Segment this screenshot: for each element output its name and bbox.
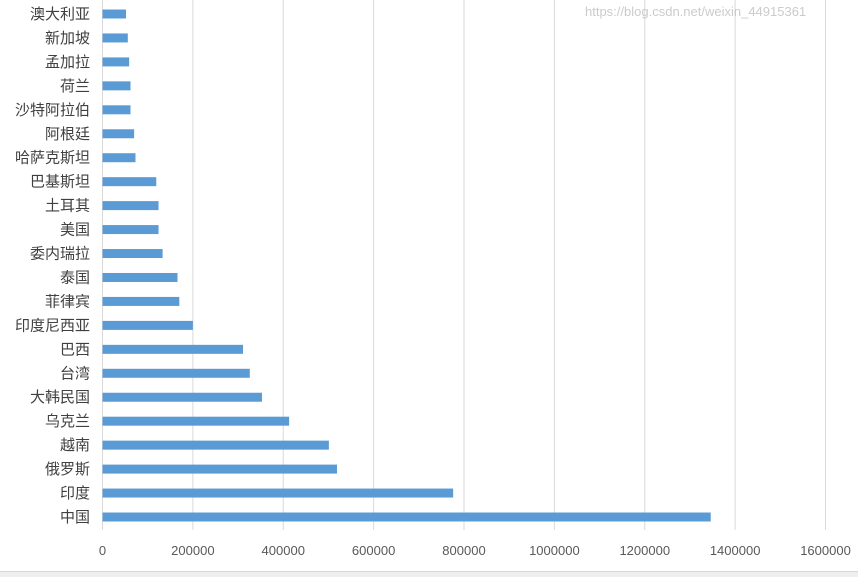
bar: [102, 488, 454, 498]
bar: [102, 249, 163, 259]
y-category-label: 哈萨克斯坦: [15, 149, 90, 167]
bottom-strip: [0, 571, 858, 577]
bar: [102, 81, 131, 91]
y-category-label: 巴西: [60, 340, 90, 358]
x-tick-label: 1400000: [710, 543, 761, 558]
bar: [102, 320, 193, 330]
watermark: https://blog.csdn.net/weixin_44915361: [585, 4, 807, 19]
y-category-label: 澳大利亚: [30, 5, 90, 23]
bar: [102, 512, 711, 522]
y-category-label: 俄罗斯: [45, 460, 90, 478]
bar: [102, 464, 338, 474]
y-category-label: 菲律宾: [45, 292, 90, 310]
bar: [102, 416, 290, 426]
y-category-label: 土耳其: [45, 197, 90, 215]
bar: [102, 440, 329, 450]
bar: [102, 129, 135, 139]
y-category-label: 中国: [60, 508, 90, 526]
bar: [102, 225, 159, 235]
bar: [102, 105, 131, 115]
x-tick-label: 1000000: [529, 543, 580, 558]
y-category-label: 乌克兰: [45, 412, 90, 430]
bar: [102, 272, 178, 282]
y-category-label: 新加坡: [45, 29, 90, 47]
bar: [102, 296, 180, 306]
bar: [102, 368, 250, 378]
bar: [102, 9, 126, 19]
y-category-label: 印度尼西亚: [15, 316, 90, 334]
y-category-label: 沙特阿拉伯: [15, 101, 90, 119]
y-category-label: 委内瑞拉: [30, 245, 90, 263]
bar: [102, 57, 130, 67]
x-tick-label: 400000: [262, 543, 305, 558]
bar: [102, 33, 128, 43]
y-category-label: 泰国: [60, 268, 90, 286]
x-tick-label: 1200000: [619, 543, 670, 558]
y-category-label: 巴基斯坦: [30, 173, 90, 191]
y-category-label: 孟加拉: [45, 53, 90, 71]
x-tick-label: 800000: [442, 543, 485, 558]
y-category-label: 印度: [60, 484, 90, 502]
bar: [102, 177, 157, 187]
x-tick-label: 200000: [171, 543, 214, 558]
x-tick-label: 1600000: [800, 543, 851, 558]
bar: [102, 344, 244, 354]
y-category-label: 越南: [60, 436, 90, 454]
x-tick-label: 600000: [352, 543, 395, 558]
bar: [102, 153, 136, 163]
bar: [102, 392, 263, 402]
x-tick-label: 0: [99, 543, 106, 558]
bar: [102, 201, 159, 211]
y-category-label: 阿根廷: [45, 125, 90, 143]
y-category-label: 大韩民国: [30, 388, 90, 406]
y-category-label: 台湾: [60, 364, 90, 382]
y-category-label: 美国: [60, 221, 90, 239]
y-category-label: 荷兰: [60, 77, 90, 95]
